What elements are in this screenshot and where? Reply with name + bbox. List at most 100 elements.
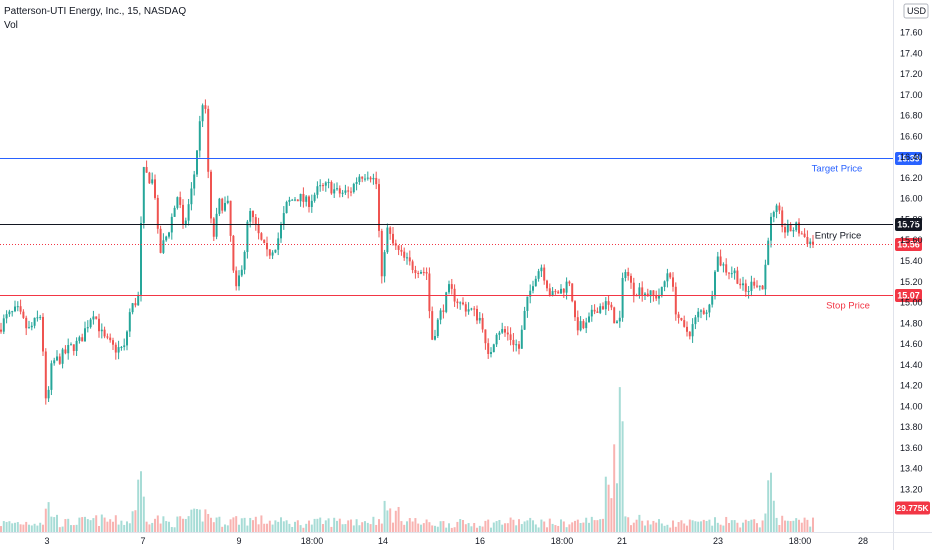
price-axis[interactable]: 17.60 17.40 17.20 17.00 16.80 16.60 16.40 16.20…	[900, 3, 929, 494]
currency-badge[interactable]: USD	[903, 3, 929, 19]
candle-body	[179, 197, 182, 205]
candle-body	[204, 105, 207, 109]
volume-bar	[235, 516, 238, 532]
volume-bar	[117, 524, 120, 532]
volume-bar	[70, 525, 72, 532]
volume-bar	[579, 522, 582, 532]
volume-bar	[294, 521, 296, 532]
volume-bar	[89, 520, 92, 532]
candle-body	[490, 352, 492, 354]
candle-body	[5, 314, 8, 319]
candle-body	[182, 204, 184, 225]
volume-bar	[467, 523, 470, 532]
price-tick-label: 14.60	[900, 339, 923, 349]
time-axis[interactable]: 3 7 9 18:00 14 16 18:00 21 23 18:00 28	[44, 536, 868, 546]
volume-bar	[476, 527, 478, 532]
price-tick-label: 17.20	[900, 69, 923, 79]
candle-body	[784, 226, 786, 233]
candle-body	[618, 317, 621, 322]
candle-body	[478, 317, 481, 321]
volume-bar	[123, 524, 126, 532]
candle-body	[280, 224, 282, 239]
candle-body	[305, 196, 308, 202]
volume-bar	[232, 517, 235, 532]
volume-bar	[33, 523, 36, 532]
volume-bar	[28, 524, 30, 532]
candle-body	[78, 337, 81, 341]
volume-bar	[728, 522, 730, 532]
candle-body	[666, 273, 669, 282]
candle-body	[733, 270, 736, 274]
candle-body	[568, 281, 571, 284]
candle-body	[109, 337, 112, 341]
candle-body	[28, 327, 30, 329]
volume-bar	[313, 518, 316, 532]
candle-body	[190, 188, 193, 205]
volume-bar	[744, 519, 747, 532]
candle-body	[574, 301, 576, 318]
volume-bar	[380, 523, 383, 532]
candle-body	[81, 337, 84, 342]
volume-bar	[280, 517, 282, 532]
level-price-badge	[895, 152, 922, 165]
volume-bar	[635, 519, 638, 532]
price-tick-label: 15.20	[900, 277, 923, 287]
volume-bar	[599, 519, 602, 532]
volume-bar	[593, 520, 596, 532]
volume-bar	[610, 498, 613, 532]
candle-body	[624, 272, 627, 278]
volume-bar	[725, 516, 728, 532]
candle-body	[61, 349, 64, 364]
volume-bar	[142, 496, 145, 532]
volume-bar	[120, 520, 123, 532]
volume-bar	[324, 520, 327, 532]
volume-bar	[131, 511, 134, 532]
price-tick-label: 14.20	[900, 381, 923, 391]
symbol-title: Patterson-UTI Energy, Inc., 15, NASDAQ	[4, 6, 187, 17]
volume-bar	[742, 522, 744, 532]
volume-bar	[674, 526, 677, 532]
candle-body	[58, 356, 61, 364]
volume-bar	[588, 522, 590, 532]
candle-body	[767, 240, 770, 265]
volume-bar	[47, 502, 50, 532]
volume-bar	[537, 527, 540, 532]
candle-body	[708, 304, 711, 313]
volume-bar	[266, 523, 268, 532]
candle-body	[162, 240, 165, 253]
candle-body	[212, 218, 215, 237]
candle-body	[520, 329, 523, 349]
volume-bar	[585, 517, 588, 532]
candle-body	[187, 204, 190, 221]
candle-body	[557, 291, 560, 294]
volume-bar	[786, 520, 789, 532]
volume-bar	[663, 525, 666, 532]
volume-bar	[641, 520, 644, 532]
time-tick-label: 9	[236, 536, 241, 546]
candle-body	[218, 198, 221, 214]
volume-bar	[490, 527, 492, 532]
candle-body	[19, 306, 22, 312]
candle-body	[400, 249, 403, 252]
volume-bar	[428, 522, 431, 532]
candle-body	[551, 291, 554, 296]
candle-body	[487, 343, 490, 354]
volume-bar	[509, 517, 512, 532]
volume-bar	[705, 521, 708, 532]
level-name-label: Entry Price	[815, 231, 861, 242]
candle-body	[428, 273, 431, 312]
candle-body	[313, 194, 316, 201]
volume-bar	[394, 510, 397, 532]
candle-body	[100, 329, 103, 332]
candle-body	[64, 349, 67, 354]
candle-body	[677, 314, 680, 319]
candle-body	[86, 327, 89, 329]
volume-bar	[532, 520, 534, 532]
volume-bar	[347, 520, 350, 532]
volume-bar	[271, 524, 274, 532]
volume-bar	[666, 524, 669, 532]
volume-bar	[711, 525, 714, 532]
volume-bar	[436, 526, 439, 532]
